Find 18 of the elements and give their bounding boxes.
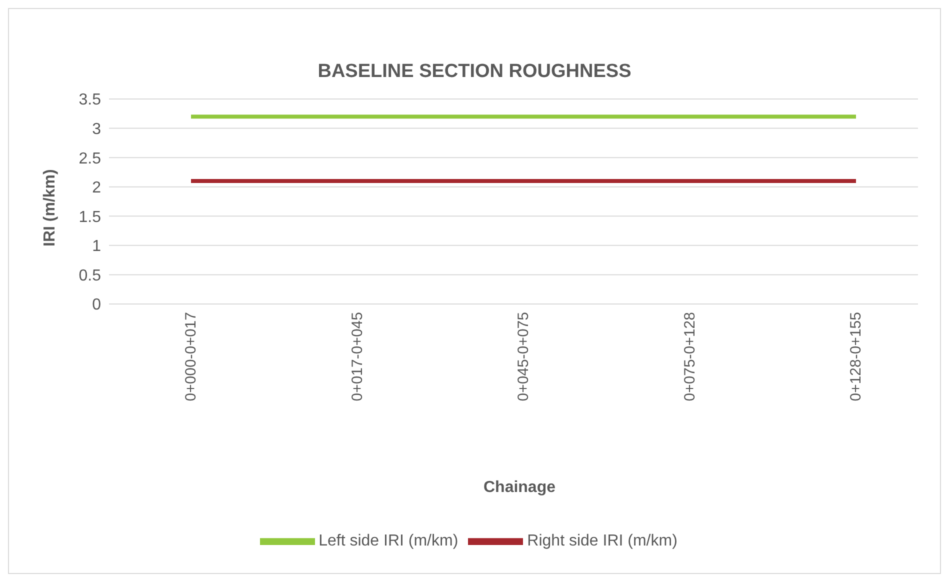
x-tick-label: 0+017-0+045: [348, 312, 366, 402]
y-axis-title: IRI (m/km): [42, 169, 59, 246]
x-tick-label: 0+045-0+075: [515, 312, 532, 402]
legend-label: Left side IRI (m/km): [318, 532, 458, 550]
x-tick-label: 0+075-0+128: [681, 312, 698, 402]
y-tick-label: 1: [92, 238, 102, 256]
y-tick-label: 2.5: [78, 150, 102, 168]
y-tick-label: 3: [92, 120, 102, 138]
y-tick-label: 0: [92, 296, 102, 314]
x-tick-label: 0+128-0+155: [848, 312, 865, 402]
legend-label: Right side IRI (m/km): [527, 532, 678, 550]
y-tick-label: 0.5: [78, 267, 102, 284]
y-tick-label: 1.5: [78, 208, 102, 226]
y-tick-label: 2: [92, 180, 102, 197]
x-tick-label: 0+000-0+017: [182, 312, 200, 402]
y-tick-label: 3.5: [78, 92, 102, 109]
chart-title: BASELINE SECTION ROUGHNESS: [316, 61, 632, 83]
x-axis-title: Chainage: [482, 479, 556, 497]
